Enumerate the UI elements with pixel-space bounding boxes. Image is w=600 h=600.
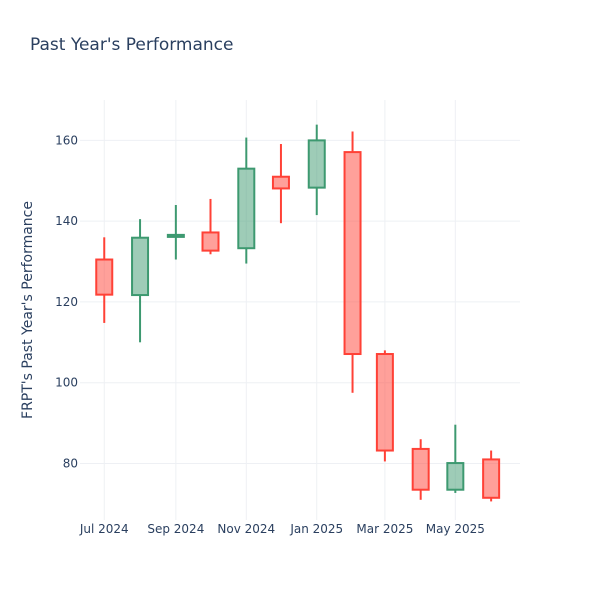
candle-body <box>307 139 326 189</box>
candles <box>95 124 501 502</box>
candle-body <box>482 458 501 499</box>
candle-body <box>166 233 185 238</box>
x-tick-label: Jan 2025 <box>289 522 343 536</box>
candle-increasing <box>237 137 256 264</box>
candle-body <box>343 151 362 356</box>
candle-decreasing <box>201 198 220 255</box>
candle-decreasing <box>271 144 290 224</box>
candle-increasing <box>307 124 326 216</box>
candle-body <box>131 236 150 297</box>
candle-body <box>201 231 220 252</box>
x-tick-label: May 2025 <box>426 522 485 536</box>
candle-decreasing <box>343 131 362 393</box>
x-tick-label: Nov 2024 <box>217 522 275 536</box>
candle-body <box>95 258 114 296</box>
x-tick-label: Jul 2024 <box>79 522 129 536</box>
y-tick-label: 140 <box>55 214 78 228</box>
candle-decreasing <box>482 450 501 502</box>
y-tick-label: 100 <box>55 376 78 390</box>
candle-decreasing <box>95 237 114 323</box>
candle-body <box>411 447 430 491</box>
y-tick-label: 160 <box>55 133 78 147</box>
y-tick-label: 120 <box>55 295 78 309</box>
candle-increasing <box>446 424 465 493</box>
candle-body <box>237 167 256 250</box>
y-tick-label: 80 <box>63 456 78 470</box>
candle-decreasing <box>411 439 430 500</box>
y-axis-ticks: 80 100 120 140 160 <box>55 133 78 470</box>
candle-body <box>375 353 394 452</box>
candle-increasing <box>131 219 150 343</box>
candle-increasing <box>166 205 185 260</box>
x-tick-label: Mar 2025 <box>356 522 413 536</box>
grid-lines <box>80 100 520 520</box>
chart-title: Past Year's Performance <box>30 35 234 55</box>
candle-body <box>446 462 465 491</box>
candle-decreasing <box>375 350 394 462</box>
y-axis-title: FRPT's Past Year's Performance <box>20 201 36 419</box>
candle-body <box>271 175 290 190</box>
x-axis-ticks: Jul 2024 Sep 2024 Nov 2024 Jan 2025 Mar 2025… <box>79 522 485 536</box>
x-tick-label: Sep 2024 <box>147 522 204 536</box>
